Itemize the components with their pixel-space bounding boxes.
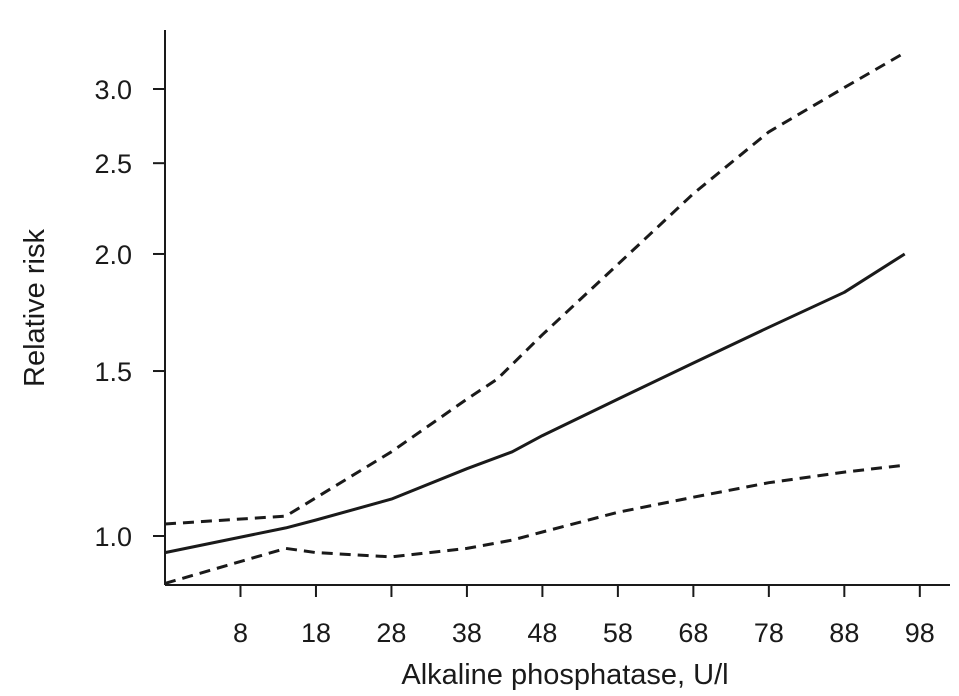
x-tick-label: 18 (301, 618, 331, 648)
y-tick-label: 1.5 (94, 357, 132, 387)
x-tick-label: 28 (376, 618, 406, 648)
y-axis-title: Relative risk (19, 229, 51, 387)
upper-ci-line (164, 51, 906, 526)
x-tick-label: 38 (452, 618, 482, 648)
estimate-line (164, 252, 906, 555)
x-tick-label: 48 (527, 618, 557, 648)
lower-ci-line (164, 463, 905, 585)
x-axis-title: Alkaline phosphatase, U/l (401, 659, 728, 691)
y-tick-label: 2.5 (94, 149, 132, 179)
x-axis: 8 18 28 38 48 58 68 78 88 98 (165, 584, 950, 648)
y-axis: 1.0 1.5 2.0 2.5 3.0 (94, 30, 166, 585)
y-tick-label: 1.0 (94, 522, 132, 552)
x-tick-label: 88 (829, 618, 859, 648)
plot-area (164, 51, 906, 585)
x-tick-label: 98 (905, 618, 935, 648)
y-tick-label: 2.0 (94, 240, 132, 270)
x-tick-label: 58 (603, 618, 633, 648)
x-tick-label: 8 (233, 618, 248, 648)
x-tick-label: 68 (678, 618, 708, 648)
x-tick-label: 78 (754, 618, 784, 648)
y-tick-label: 3.0 (94, 75, 132, 105)
